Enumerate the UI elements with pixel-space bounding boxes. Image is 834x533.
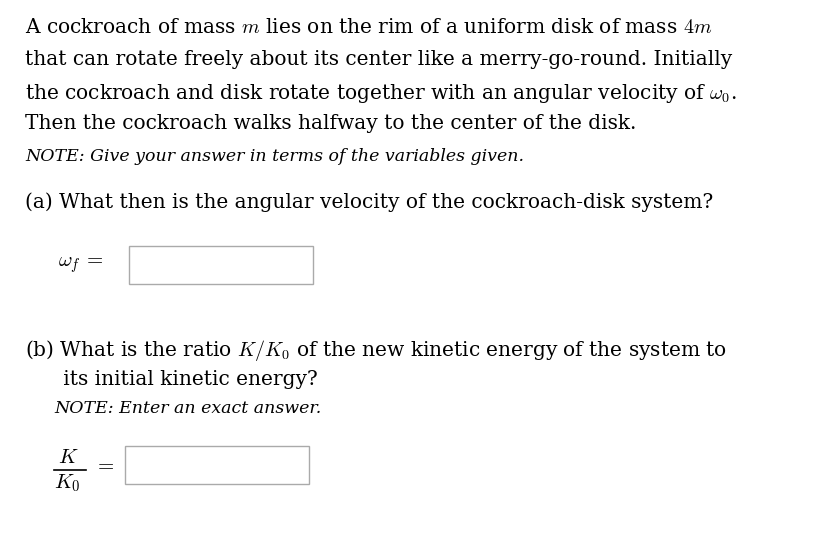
Text: NOTE: Enter an exact answer.: NOTE: Enter an exact answer. — [54, 400, 321, 417]
FancyBboxPatch shape — [129, 246, 313, 284]
Text: $K$: $K$ — [58, 448, 79, 467]
Text: $=$: $=$ — [94, 456, 115, 474]
Text: Then the cockroach walks halfway to the center of the disk.: Then the cockroach walks halfway to the … — [25, 114, 636, 133]
Text: $K_0$: $K_0$ — [54, 472, 81, 494]
Text: $\omega_f\,=$: $\omega_f\,=$ — [58, 255, 103, 275]
Text: A cockroach of mass $m$ lies on the rim of a uniform disk of mass $4m$: A cockroach of mass $m$ lies on the rim … — [25, 18, 712, 37]
Text: (b) What is the ratio $K/K_0$ of the new kinetic energy of the system to: (b) What is the ratio $K/K_0$ of the new… — [25, 338, 727, 363]
FancyBboxPatch shape — [125, 446, 309, 483]
Text: its initial kinetic energy?: its initial kinetic energy? — [25, 370, 318, 389]
Text: the cockroach and disk rotate together with an angular velocity of $\omega_0$.: the cockroach and disk rotate together w… — [25, 82, 736, 105]
Text: that can rotate freely about its center like a merry-go-round. Initially: that can rotate freely about its center … — [25, 50, 732, 69]
Text: NOTE: Give your answer in terms of the variables given.: NOTE: Give your answer in terms of the v… — [25, 148, 524, 165]
Text: (a) What then is the angular velocity of the cockroach-disk system?: (a) What then is the angular velocity of… — [25, 192, 713, 212]
